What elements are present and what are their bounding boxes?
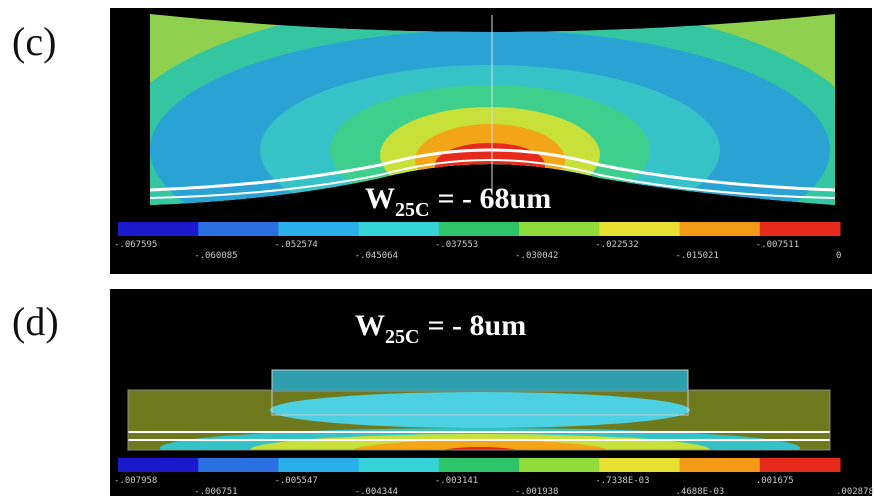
legend-label: -.007958	[114, 476, 157, 486]
legend-swatch	[760, 222, 841, 236]
legend-swatch	[439, 222, 520, 236]
legend-label: -.060085	[194, 251, 237, 261]
legend-label: -.037553	[435, 240, 478, 250]
legend-label: -.007511	[756, 240, 799, 250]
legend-swatch	[118, 458, 199, 472]
legend-swatch	[118, 222, 199, 236]
legend-swatch	[760, 458, 841, 472]
legend-swatch	[198, 222, 279, 236]
legend-swatch	[680, 222, 761, 236]
legend-swatch	[278, 458, 359, 472]
legend-label: .4688E-03	[676, 487, 725, 497]
legend-label: -.005547	[274, 476, 317, 486]
legend-swatch	[519, 458, 600, 472]
legend-label: -.003141	[435, 476, 478, 486]
legend-label: -.004344	[355, 487, 398, 497]
legend-label: 0	[836, 251, 841, 261]
panel-label: (c)	[12, 19, 56, 64]
legend-swatch	[680, 458, 761, 472]
legend-swatch	[359, 458, 440, 472]
legend-label: -.006751	[194, 487, 237, 497]
legend-label: -.001938	[515, 487, 558, 497]
legend-label: .002878	[836, 487, 874, 497]
legend-swatch	[599, 458, 680, 472]
legend-label: -.052574	[274, 240, 317, 250]
legend-label: -.7338E-03	[595, 476, 649, 486]
legend-swatch	[359, 222, 440, 236]
legend-label: -.045064	[355, 251, 398, 261]
legend-label: -.030042	[515, 251, 558, 261]
legend-label: .001675	[756, 476, 794, 486]
figure: -.067595 -.052574 -.037553 -.022532 -.007511…	[0, 0, 875, 497]
legend-swatch	[278, 222, 359, 236]
legend-swatch	[519, 222, 600, 236]
legend-swatch	[439, 458, 520, 472]
legend-label: -.022532	[595, 240, 638, 250]
legend-label: -.015021	[676, 251, 719, 261]
legend-swatch	[599, 222, 680, 236]
legend-swatch	[198, 458, 279, 472]
legend-label: -.067595	[114, 240, 157, 250]
panel-label: (d)	[12, 299, 59, 344]
